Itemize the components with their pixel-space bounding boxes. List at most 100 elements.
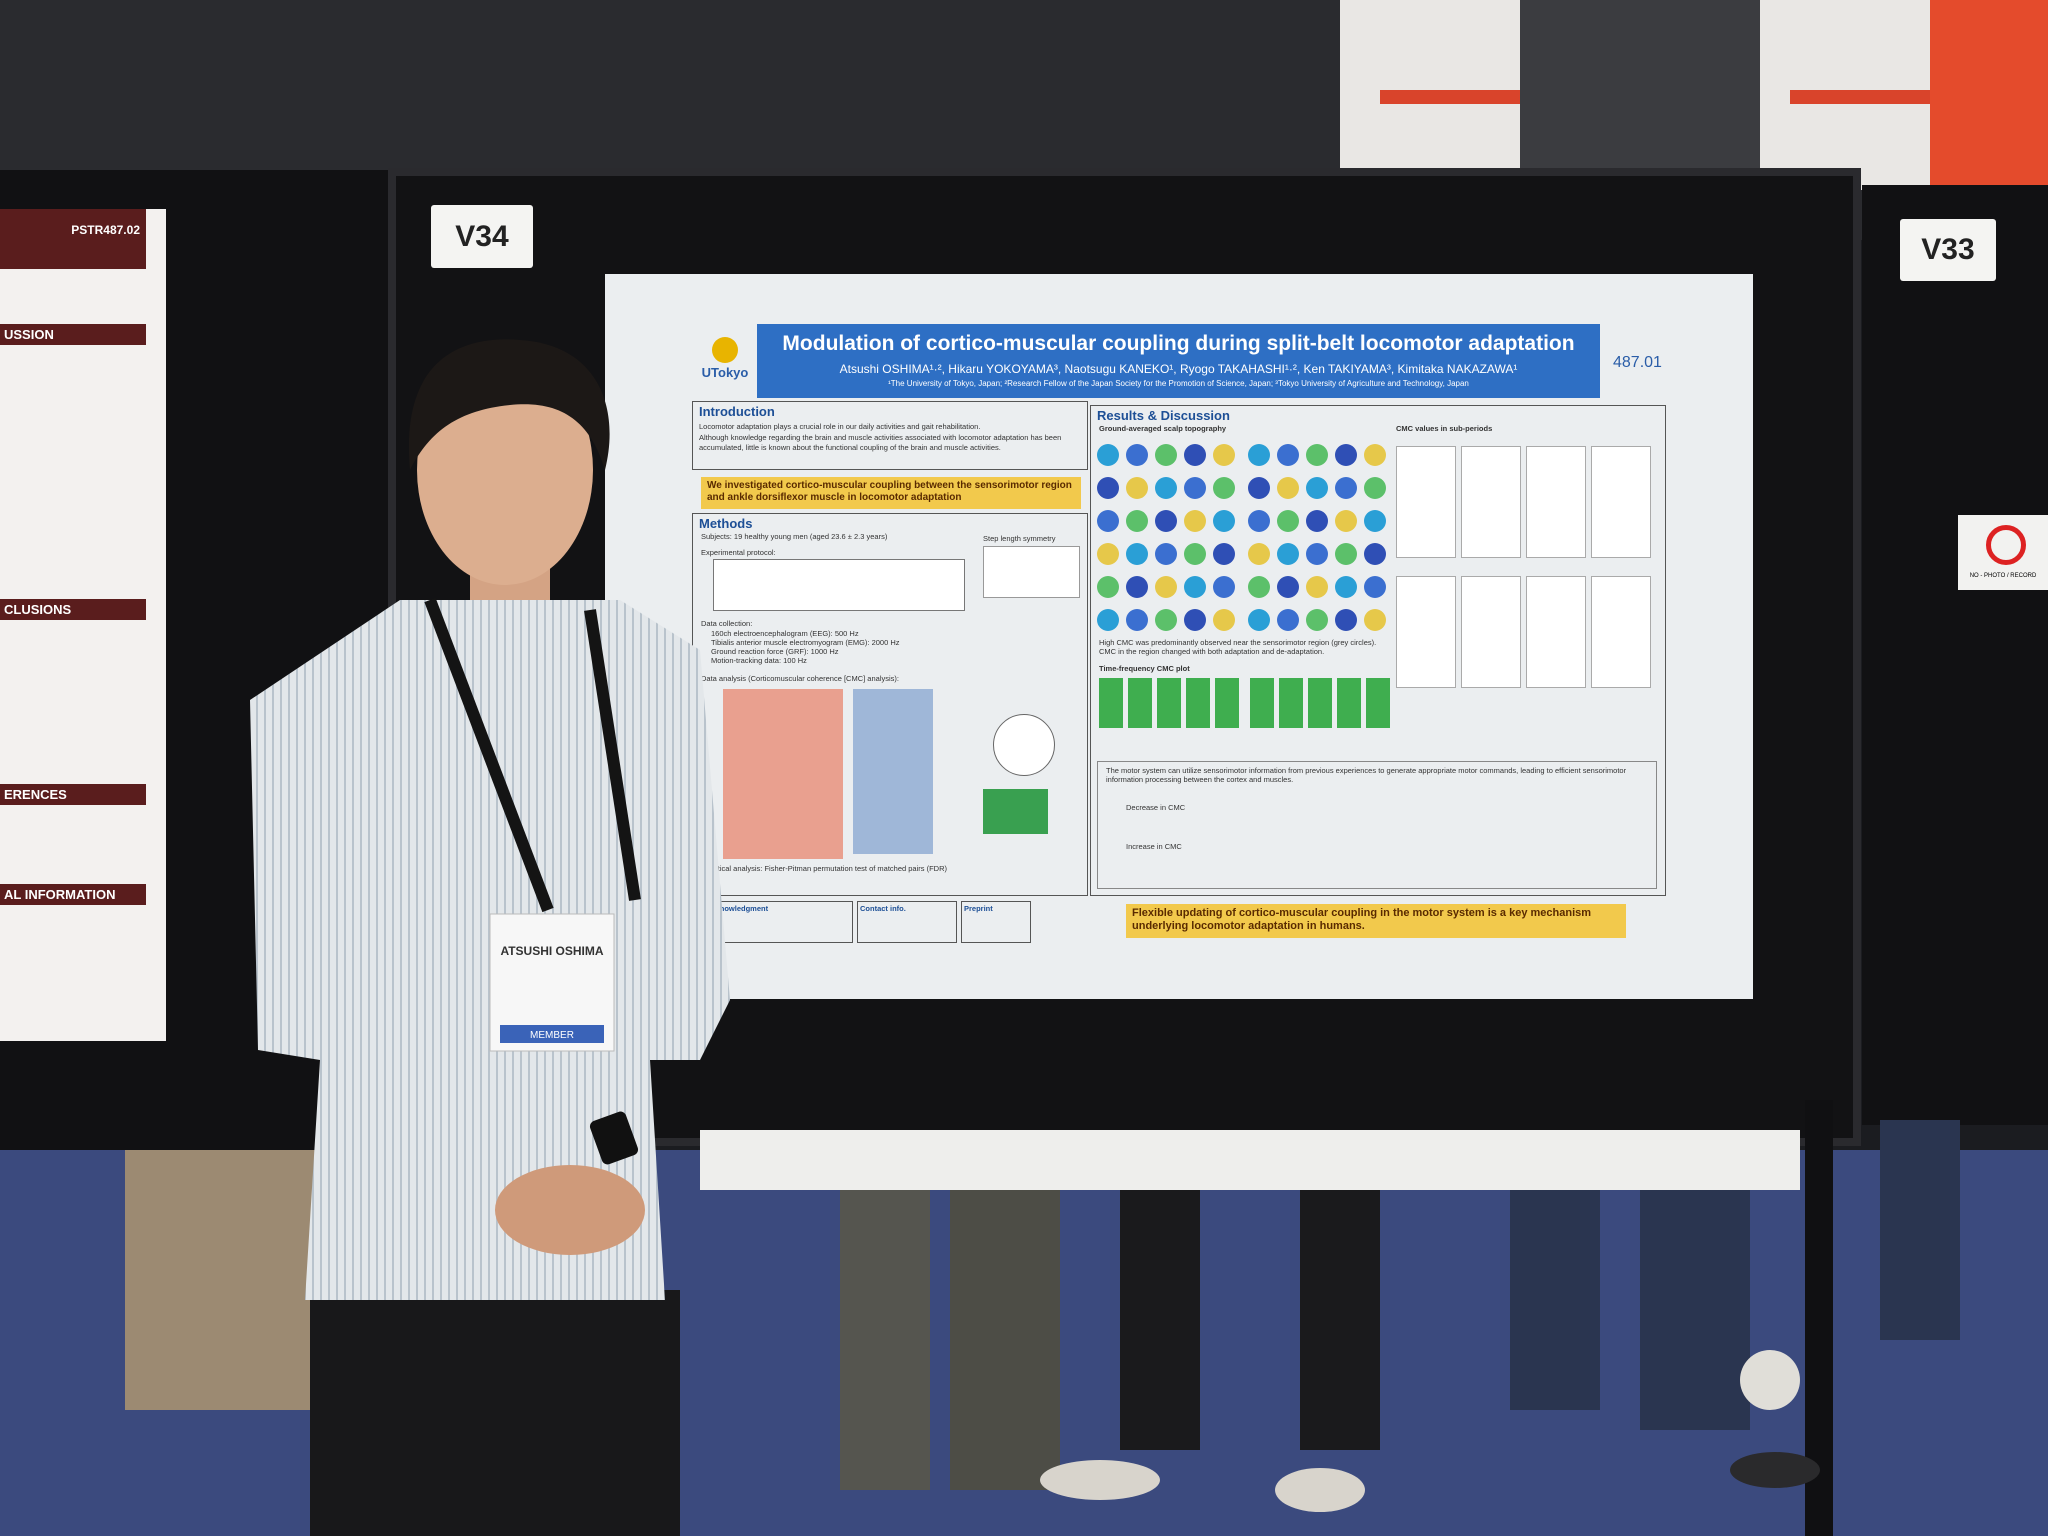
method-item: Ground reaction force (GRF): 1000 Hz	[711, 647, 839, 656]
authors: Atsushi OSHIMA¹·², Hikaru YOKOYAMA³, Nao…	[839, 362, 1518, 376]
topo-map	[1097, 543, 1119, 565]
pants	[310, 1290, 680, 1536]
tf-panel	[1250, 678, 1274, 728]
topo-map	[1364, 609, 1386, 631]
bullet: Although knowledge regarding the brain a…	[699, 433, 1062, 452]
lanyard	[424, 597, 554, 913]
poster-id: PSTR487.02	[0, 209, 146, 269]
sign: NO - PHOTO / RECORD	[1958, 515, 2048, 590]
subheading: Time-frequency CMC plot	[1099, 664, 1190, 673]
visitor-coat	[125, 1150, 315, 1410]
topo-map	[1126, 477, 1148, 499]
topo-map	[1097, 576, 1119, 598]
title-banner: Modulation of cortico-muscular coupling …	[757, 324, 1600, 398]
method-item: 160ch electroencephalogram (EEG): 500 Hz	[711, 629, 859, 638]
visitor-leg	[840, 1190, 930, 1490]
topography-note: High CMC was predominantly observed near…	[1099, 638, 1377, 657]
topo-map	[1306, 477, 1328, 499]
right-board	[1862, 185, 2048, 1125]
topo-map	[1335, 444, 1357, 466]
poster: UTokyo Modulation of cortico-muscular co…	[605, 274, 1753, 999]
left-poster: PSTR487.02 USSION CLUSIONS ERENCES AL IN…	[0, 209, 166, 1041]
tf-panel	[1186, 678, 1210, 728]
booth-label: V33	[1900, 219, 1996, 281]
topo-map	[1364, 510, 1386, 532]
badge-name: ATSUSHI OSHIMA	[500, 944, 603, 958]
cmc-panel	[1526, 446, 1586, 558]
section-heading: AL INFORMATION	[0, 884, 146, 905]
topo-map	[1248, 477, 1270, 499]
watch	[589, 1111, 639, 1165]
conclusion: Flexible updating of cortico-muscular co…	[1126, 904, 1626, 938]
discussion: The motor system can utilize sensorimoto…	[1097, 761, 1657, 889]
board-strip	[700, 1130, 1800, 1190]
topo-map	[1155, 510, 1177, 532]
topo-map	[1184, 444, 1206, 466]
tf-plots	[1099, 678, 1390, 738]
topo-map	[1306, 576, 1328, 598]
increase-label: Increase in CMC	[1126, 842, 1182, 852]
visitor-leg	[1880, 1120, 1960, 1340]
tf-panel	[1157, 678, 1181, 728]
topo-map	[1184, 477, 1206, 499]
subheading: Ground-averaged scalp topography	[1099, 424, 1227, 433]
visitor-leg	[1300, 1190, 1380, 1450]
topo-map	[1213, 576, 1235, 598]
aim: We investigated cortico-muscular couplin…	[701, 477, 1081, 509]
topo-map	[1097, 609, 1119, 631]
cmc-panels	[1396, 436, 1658, 696]
topo-map	[1248, 510, 1270, 532]
method-item: Data collection:	[701, 619, 753, 628]
topo-map	[1277, 609, 1299, 631]
topo-map	[1306, 543, 1328, 565]
introduction: Introduction Locomotor adaptation plays …	[692, 401, 1088, 470]
shoe	[1275, 1468, 1365, 1512]
topo-map	[1213, 543, 1235, 565]
wall-stripe	[1380, 90, 1520, 104]
step-plot	[983, 546, 1080, 598]
visitor-leg	[1120, 1190, 1200, 1450]
topo-map	[1213, 444, 1235, 466]
badge-member: MEMBER	[530, 1030, 574, 1041]
topo-map	[1126, 543, 1148, 565]
topo-map	[1126, 510, 1148, 532]
topo-map	[1277, 510, 1299, 532]
tf-panel	[1215, 678, 1239, 728]
topo-map	[1248, 543, 1270, 565]
step-title: Step length symmetry	[983, 534, 1056, 543]
tf-panel	[1366, 678, 1390, 728]
method-item: Subjects: 19 healthy young men (aged 23.…	[701, 532, 888, 541]
topo-map	[1126, 444, 1148, 466]
wall-panel	[1930, 0, 2048, 190]
logo-text: UTokyo	[701, 365, 749, 380]
eeg-pipeline	[723, 689, 843, 859]
poster-title: Modulation of cortico-muscular coupling …	[782, 332, 1575, 355]
topo-map	[1248, 609, 1270, 631]
cmc-panel	[1591, 446, 1651, 558]
section-heading: Methods	[699, 516, 753, 531]
method-item: Motion-tracking data: 100 Hz	[711, 656, 807, 665]
protocol-diagram	[713, 559, 965, 611]
topo-map	[1306, 609, 1328, 631]
topo-map	[1364, 444, 1386, 466]
sign-text: NO - PHOTO / RECORD	[1969, 573, 2037, 579]
decrease-label: Decrease in CMC	[1126, 802, 1186, 812]
bullet: Locomotor adaptation plays a crucial rol…	[699, 422, 981, 431]
topo-map	[1248, 576, 1270, 598]
topo-map	[1213, 477, 1235, 499]
poster-number: 487.01	[1613, 354, 1662, 371]
topo-map	[1364, 477, 1386, 499]
preprint: Preprint	[961, 901, 1031, 943]
method-item: Experimental protocol:	[701, 548, 776, 557]
topo-map	[1277, 477, 1299, 499]
cmc-panel	[1591, 576, 1651, 688]
topo-map	[1184, 543, 1206, 565]
discussion-text: The motor system can utilize sensorimoto…	[1106, 766, 1627, 785]
topo-map	[1184, 510, 1206, 532]
emg-pipeline	[853, 689, 933, 854]
topo-map	[1155, 444, 1177, 466]
topo-map	[1155, 576, 1177, 598]
tf-panel	[1279, 678, 1303, 728]
topo-map	[1155, 477, 1177, 499]
